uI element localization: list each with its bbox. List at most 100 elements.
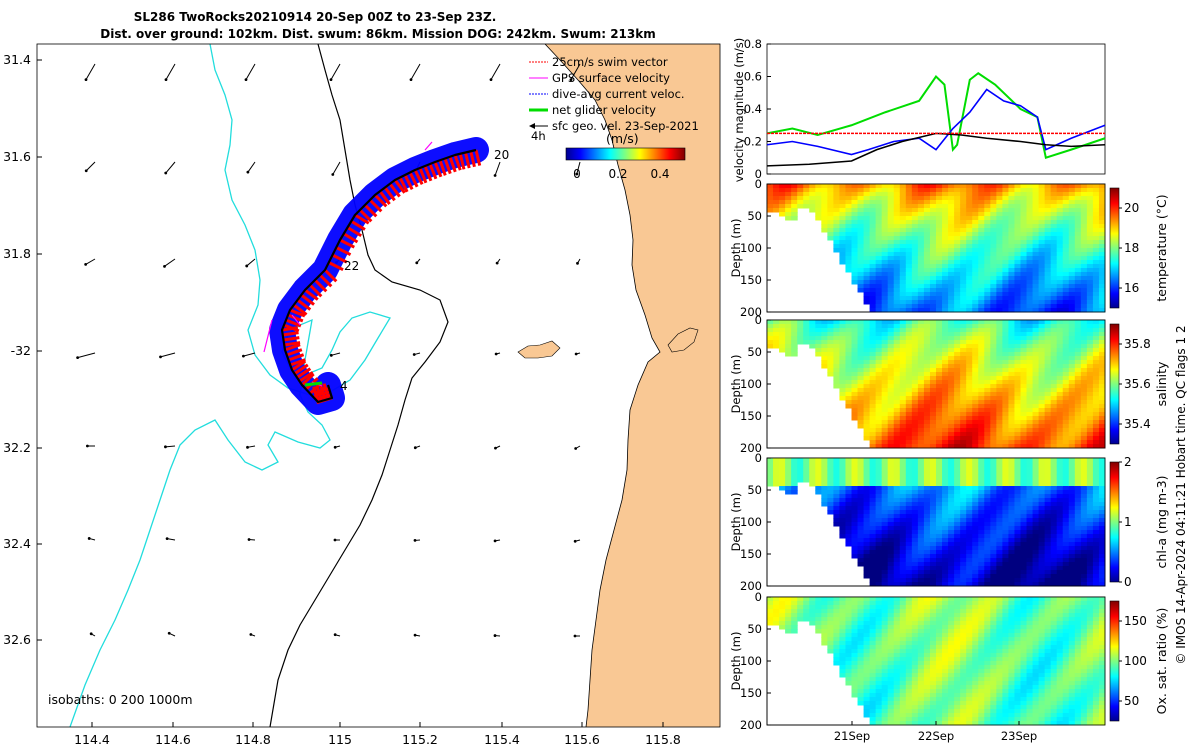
map-y-tick-label: 32.4 — [3, 536, 31, 551]
section-cell — [1063, 428, 1070, 433]
section-cell — [815, 344, 822, 349]
section-cell — [1021, 200, 1028, 205]
section-cell — [1093, 502, 1100, 507]
section-cell — [918, 240, 925, 245]
section-cell — [930, 466, 937, 471]
section-cell — [936, 208, 943, 213]
section-cell — [1014, 506, 1021, 511]
section-cell — [894, 428, 901, 433]
section-cell — [954, 264, 961, 269]
section-cell — [785, 613, 792, 618]
section-cell — [1081, 510, 1088, 515]
section-cell — [888, 356, 895, 361]
section-cell — [882, 482, 889, 487]
section-cell — [870, 276, 877, 281]
section-cell — [888, 408, 895, 413]
section-cell — [900, 502, 907, 507]
section-cell — [948, 474, 955, 479]
section-cell — [930, 574, 937, 579]
section-cell — [984, 408, 991, 413]
section-cell — [791, 466, 798, 471]
section-cell — [984, 256, 991, 261]
section-cell — [960, 518, 967, 523]
section-cell — [767, 184, 774, 189]
section-cell — [948, 280, 955, 285]
section-cell — [1081, 236, 1088, 241]
section-cell — [864, 320, 871, 325]
section-cell — [1057, 578, 1064, 583]
section-cell — [1081, 474, 1088, 479]
section-cell — [990, 336, 997, 341]
section-cell — [960, 348, 967, 353]
geo-vector-head — [494, 539, 497, 542]
section-cell — [912, 466, 919, 471]
section-cell — [960, 546, 967, 551]
section-cell — [936, 220, 943, 225]
section-cell — [821, 220, 828, 225]
section-cell — [984, 200, 991, 205]
section-cell — [1027, 336, 1034, 341]
section-cell — [1027, 436, 1034, 441]
section-cell — [870, 248, 877, 253]
section-cell — [924, 474, 931, 479]
section-cell — [1045, 200, 1052, 205]
section-cell — [912, 368, 919, 373]
section-cell — [960, 192, 967, 197]
section-cell — [1014, 478, 1021, 483]
section-cell — [1087, 352, 1094, 357]
section-cell — [966, 550, 973, 555]
section-cell — [1008, 440, 1015, 445]
section-cell — [1051, 240, 1058, 245]
section-cell — [864, 260, 871, 265]
section-cell — [1021, 514, 1028, 519]
section-cell — [1081, 436, 1088, 441]
section-cell — [984, 252, 991, 257]
section-cell — [990, 530, 997, 535]
section-cell — [833, 380, 840, 385]
section-cell — [972, 220, 979, 225]
section-cell — [882, 208, 889, 213]
section-cell — [966, 248, 973, 253]
section-cell — [888, 400, 895, 405]
section-cell — [1075, 440, 1082, 445]
section-cell — [870, 510, 877, 515]
section-colorbar-label: temperature (°C) — [1154, 194, 1169, 301]
section-cell — [1033, 490, 1040, 495]
section-cell — [1099, 216, 1106, 221]
section-cell — [942, 352, 949, 357]
section-cell — [936, 184, 943, 189]
section-cell — [1039, 244, 1046, 249]
section-cell — [779, 613, 786, 618]
section-cell — [942, 494, 949, 499]
section-cell — [779, 597, 786, 602]
section-cell — [1039, 220, 1046, 225]
section-cell — [954, 466, 961, 471]
section-cell — [1014, 328, 1021, 333]
section-cell — [1057, 320, 1064, 325]
section-cell — [1021, 184, 1028, 189]
section-cell — [1021, 336, 1028, 341]
section-cell — [833, 510, 840, 515]
section-cell — [1045, 280, 1052, 285]
section-cell — [1002, 470, 1009, 475]
section-cell — [845, 376, 852, 381]
section-cell — [1099, 396, 1106, 401]
section-cell — [996, 284, 1003, 289]
section-cell — [1081, 554, 1088, 559]
section-cell — [990, 192, 997, 197]
section-cell — [833, 320, 840, 325]
section-cell — [972, 248, 979, 253]
section-cell — [954, 268, 961, 273]
section-cell — [1069, 550, 1076, 555]
section-cell — [1069, 332, 1076, 337]
section-cell — [1063, 292, 1070, 297]
section-cell — [900, 248, 907, 253]
section-cell — [827, 482, 834, 487]
section-cell — [791, 617, 798, 622]
section-cell — [906, 542, 913, 547]
section-cell — [1021, 462, 1028, 467]
section-cell — [858, 514, 865, 519]
section-cell — [888, 192, 895, 197]
section-cell — [1051, 288, 1058, 293]
section-cell — [1002, 324, 1009, 329]
